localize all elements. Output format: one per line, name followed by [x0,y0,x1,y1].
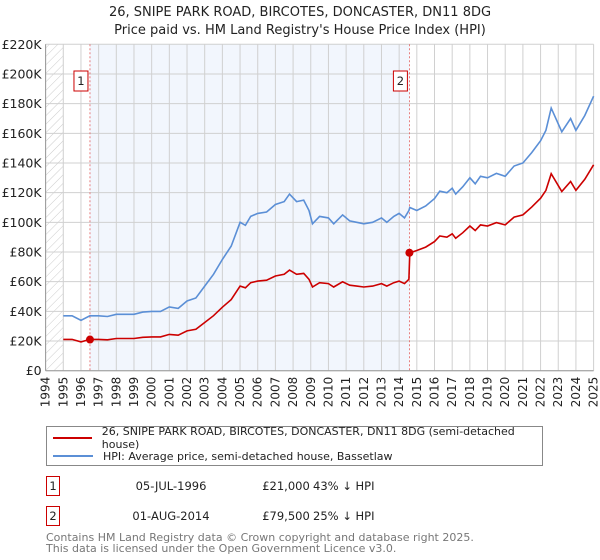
x-tick-label: 2014 [392,377,406,408]
x-tick-label: 2013 [374,377,388,408]
y-tick-label: £120K [2,185,43,200]
chart-title: 26, SNIPE PARK ROAD, BIRCOTES, DONCASTER… [109,5,491,20]
sale-date: 01-AUG-2014 [132,509,210,523]
x-tick-label: 2023 [551,377,565,408]
legend-item-hpi: HPI: Average price, semi-detached house,… [53,448,393,464]
y-tick-label: £200K [2,66,43,81]
y-tick-label: £60K [10,274,43,289]
legend: 26, SNIPE PARK ROAD, BIRCOTES, DONCASTER… [46,425,543,466]
sale-label-number: 2 [397,74,404,88]
sale-price: £79,500 [262,509,310,523]
sale-date: 05-JUL-1996 [135,479,207,493]
sale-point-marker [85,335,94,344]
sale-hpi-diff: 43% ↓ HPI [313,479,375,493]
x-tick-label: 2016 [428,377,442,408]
sale-label-number: 1 [77,74,84,88]
x-tick-label: 2011 [339,377,353,408]
x-tick-label: 2009 [304,377,318,408]
x-tick-label: 2000 [145,377,159,408]
y-tick-label: £160K [2,126,43,141]
sale-point-marker [405,248,414,257]
x-tick-label: 2012 [357,377,371,408]
x-tick-label: 2021 [516,377,530,408]
x-tick-label: 1995 [56,377,70,408]
y-tick-label: £140K [2,155,43,170]
x-tick-label: 2005 [233,377,247,408]
x-tick-label: 2003 [198,377,212,408]
x-tick-label: 1997 [92,377,106,408]
ownership-period-shade [89,44,410,371]
y-tick-label: £0 [26,363,42,378]
x-tick-label: 1999 [127,377,141,408]
x-tick-label: 2018 [463,377,477,408]
legend-blue-line [53,455,93,457]
x-tick-label: 2007 [268,377,282,408]
footer-licence: This data is licensed under the Open Gov… [46,542,397,555]
footer-copyright: Contains HM Land Registry data © Crown c… [46,531,474,544]
legend-label: HPI: Average price, semi-detached house,… [103,449,393,463]
x-tick-label: 2008 [286,377,300,408]
x-tick-label: 2019 [481,377,495,408]
x-tick-label: 1998 [109,377,123,408]
x-tick-label: 2020 [498,377,512,408]
x-tick-label: 1994 [39,377,53,408]
sale-marker-badge: 1 [46,476,60,496]
price-chart: 26, SNIPE PARK ROAD, BIRCOTES, DONCASTER… [2,5,600,408]
sale-label-box [392,70,408,92]
y-tick-label: £100K [2,215,43,230]
x-tick-label: 2001 [162,377,176,408]
price-paid-line [63,164,595,343]
sale-label-box [73,70,89,92]
y-tick-label: £220K [2,37,43,52]
no-data-hatch [45,44,64,371]
legend-item-property: 26, SNIPE PARK ROAD, BIRCOTES, DONCASTER… [53,425,542,451]
x-tick-label: 2017 [445,377,459,408]
hpi-line [63,95,595,322]
sale-row: 2 01-AUG-2014 £79,500 25% ↓ HPI [46,506,446,526]
sale-marker-badge: 2 [46,506,60,526]
x-tick-label: 2025 [587,377,600,408]
x-tick-label: 2002 [180,377,194,408]
sale-row: 1 05-JUL-1996 £21,000 43% ↓ HPI [46,476,446,496]
x-tick-label: 2010 [321,377,335,408]
x-tick-label: 2004 [215,377,229,408]
y-tick-label: £80K [10,245,43,260]
x-tick-label: 2006 [251,377,265,408]
x-tick-label: 2024 [569,377,583,408]
y-tick-label: £20K [10,334,43,349]
y-tick-label: £180K [2,96,43,111]
x-tick-label: 2022 [534,377,548,408]
legend-red-line [53,437,92,439]
legend-label: 26, SNIPE PARK ROAD, BIRCOTES, DONCASTER… [101,425,515,451]
chart-subtitle: Price paid vs. HM Land Registry's House … [114,23,486,38]
y-tick-label: £40K [10,304,43,319]
sale-hpi-diff: 25% ↓ HPI [313,509,375,523]
x-tick-label: 2015 [410,377,424,408]
sale-price: £21,000 [262,479,310,493]
x-tick-label: 1996 [74,377,88,408]
